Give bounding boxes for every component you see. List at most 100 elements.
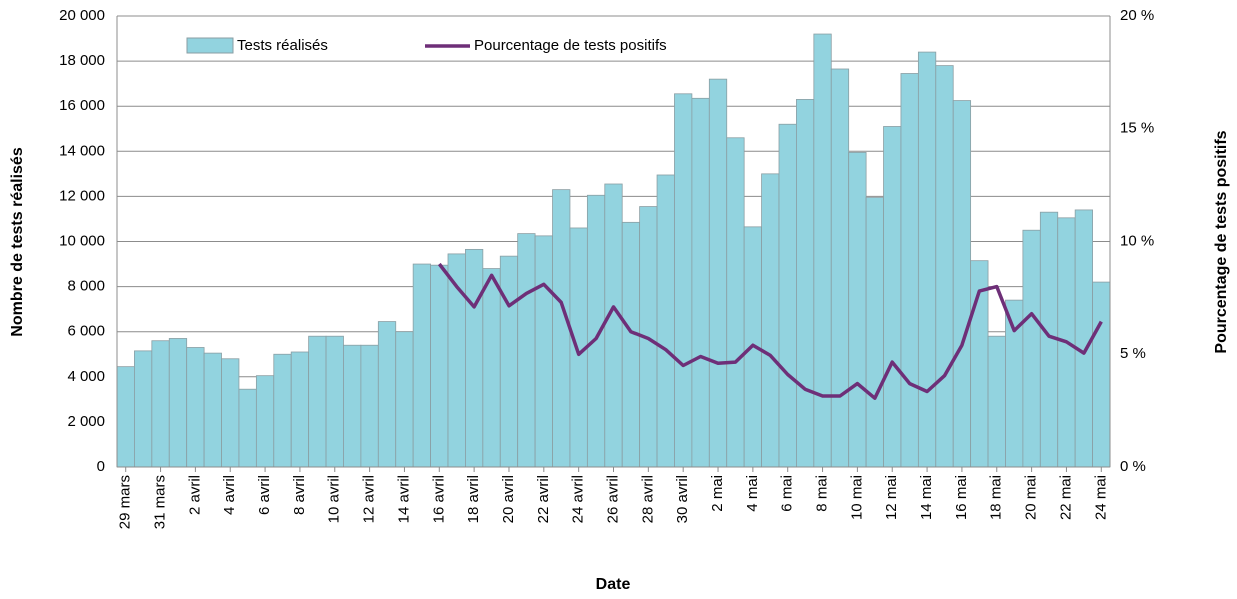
bar xyxy=(917,51,937,468)
x-tick-label: 20 avril xyxy=(500,475,517,523)
bar xyxy=(1074,209,1093,468)
bar xyxy=(621,221,641,468)
y2-axis-title: Pourcentage de tests positifs xyxy=(1213,130,1230,353)
bar xyxy=(377,321,397,468)
x-tick-label: 31 mars xyxy=(152,475,169,529)
y-axis-title: Nombre de tests réalisés xyxy=(9,147,26,337)
bar xyxy=(151,340,170,468)
bar xyxy=(952,100,972,468)
bar xyxy=(830,68,850,468)
x-tick-label: 22 mai xyxy=(1057,475,1074,520)
x-tick-label: 24 mai xyxy=(1092,475,1109,520)
bar xyxy=(534,235,553,468)
line xyxy=(437,262,1103,400)
y-tick-label: 10 000 xyxy=(59,232,105,249)
bar xyxy=(203,352,222,468)
bar xyxy=(900,73,919,468)
y-tick-label: 14 000 xyxy=(59,142,105,159)
y2-tick-label: 5 % xyxy=(1120,345,1146,362)
x-tick-label: 29 mars xyxy=(117,475,134,529)
bar xyxy=(482,268,501,468)
y2-tick-label: 15 % xyxy=(1120,120,1154,137)
y-tick-label: 20 000 xyxy=(59,7,105,24)
bar xyxy=(552,189,571,468)
bar xyxy=(412,263,431,468)
x-tick-label: 2 avril xyxy=(186,475,203,515)
x-tick-label: 8 mai xyxy=(814,475,831,512)
bar xyxy=(708,78,728,468)
bar xyxy=(168,338,188,468)
x-tick-label: 6 mai xyxy=(779,475,796,512)
bar xyxy=(1092,281,1111,468)
y-tick-label: 2 000 xyxy=(67,413,105,430)
bar xyxy=(360,344,379,468)
x-tick-label: 24 avril xyxy=(570,475,587,523)
legend-label: Tests réalisés xyxy=(237,37,328,54)
x-tick-label: 18 avril xyxy=(465,475,482,523)
y2-tick-label: 20 % xyxy=(1120,7,1154,24)
bar xyxy=(935,65,954,468)
bar xyxy=(604,183,623,468)
bar xyxy=(778,123,797,468)
x-tick-label: 10 mai xyxy=(848,475,865,520)
x-tick-label: 2 mai xyxy=(709,475,726,512)
x-tick-label: 4 avril xyxy=(221,475,238,515)
bar xyxy=(517,233,536,468)
x-tick-label: 12 avril xyxy=(361,475,378,523)
x-tick-label: 12 mai xyxy=(883,475,900,520)
bar xyxy=(674,93,693,468)
bar xyxy=(761,173,780,468)
x-tick-label: 22 avril xyxy=(535,475,552,523)
bar xyxy=(865,197,884,468)
y-tick-label: 4 000 xyxy=(67,368,105,385)
x-tick-label: 28 avril xyxy=(639,475,656,523)
x-tick-label: 16 mai xyxy=(953,475,970,520)
y-tick-label: 12 000 xyxy=(59,187,105,204)
bar xyxy=(465,248,484,468)
y-tick-label: 6 000 xyxy=(67,323,105,340)
x-tick-label: 30 avril xyxy=(674,475,691,523)
bar xyxy=(987,335,1006,468)
y2-tick-label: 10 % xyxy=(1120,232,1154,249)
bar xyxy=(1022,229,1041,468)
bar xyxy=(395,331,414,468)
legend-label: Pourcentage de tests positifs xyxy=(474,37,667,54)
x-tick-label: 20 mai xyxy=(1023,475,1040,520)
bar xyxy=(186,347,205,468)
x-tick-label: 14 avril xyxy=(395,475,412,523)
bar xyxy=(325,335,344,468)
bar xyxy=(796,99,815,468)
bar xyxy=(726,137,745,468)
bar xyxy=(221,358,240,468)
bar xyxy=(308,335,327,468)
bar xyxy=(499,255,519,468)
bar xyxy=(656,174,675,468)
y-tick-label: 18 000 xyxy=(59,52,105,69)
bar xyxy=(134,350,153,468)
x-tick-label: 10 avril xyxy=(326,475,343,523)
bar xyxy=(430,264,449,468)
x-tick-label: 18 mai xyxy=(988,475,1005,520)
bar xyxy=(290,351,310,468)
x-tick-label: 14 mai xyxy=(918,475,935,520)
bar xyxy=(273,353,292,468)
bar xyxy=(691,97,710,468)
bar xyxy=(883,126,902,468)
y-tick-label: 8 000 xyxy=(67,278,105,295)
x-tick-label: 4 mai xyxy=(744,475,761,512)
x-tick-label: 8 avril xyxy=(291,475,308,515)
bar xyxy=(848,152,867,468)
bar xyxy=(238,388,257,468)
y-tick-label: 0 xyxy=(97,458,105,475)
x-axis-title: Date xyxy=(596,576,631,593)
y2-tick-label: 0 % xyxy=(1120,458,1146,475)
bar xyxy=(116,366,135,468)
x-tick-label: 16 avril xyxy=(430,475,447,523)
x-tick-label: 26 avril xyxy=(604,475,621,523)
bar xyxy=(813,33,832,468)
legend-swatch xyxy=(186,37,234,54)
bar xyxy=(343,344,362,468)
bar xyxy=(255,375,275,468)
y-tick-label: 16 000 xyxy=(59,97,105,114)
